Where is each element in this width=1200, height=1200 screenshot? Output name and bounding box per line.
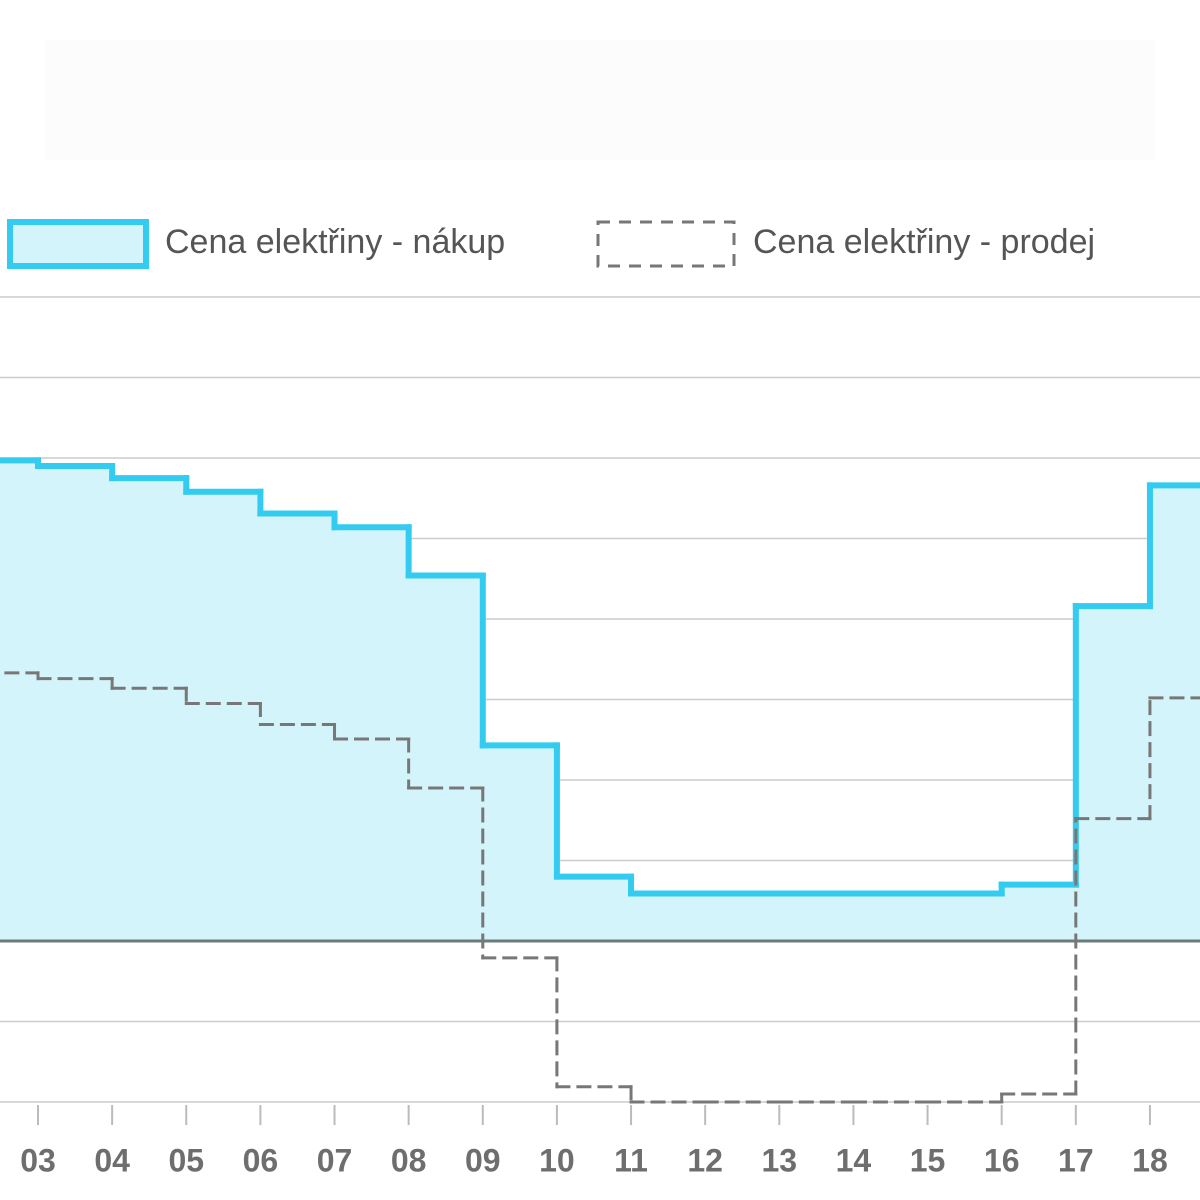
step-riser (36, 671, 1152, 1104)
x-tick-label: 10 (539, 1142, 575, 1178)
x-tick-label: 16 (984, 1142, 1020, 1178)
x-tick-label: 04 (94, 1142, 130, 1178)
area-step (334, 527, 410, 941)
area-step (705, 893, 780, 941)
legend-label: Cena elektřiny - prodej (753, 223, 1095, 261)
area-step (1149, 485, 1200, 941)
area-step (482, 745, 558, 941)
area-step (556, 876, 632, 941)
area-step (0, 460, 39, 941)
area-step (38, 466, 113, 941)
legend-label: Cena elektřiny - nákup (165, 223, 505, 261)
legend-swatch (596, 220, 736, 268)
area-step (408, 575, 484, 941)
header-band (45, 40, 1155, 160)
x-tick-label: 08 (391, 1142, 427, 1178)
area-step (112, 478, 187, 941)
x-tick-label: 13 (762, 1142, 798, 1178)
area-step (927, 893, 1003, 941)
x-tick-label: 15 (910, 1142, 946, 1178)
x-tick-label: 17 (1058, 1142, 1094, 1178)
area-step (853, 893, 929, 941)
x-tick-label: 14 (836, 1142, 872, 1178)
area-step (260, 513, 336, 941)
area-step (631, 893, 706, 941)
x-tick-label: 03 (20, 1142, 56, 1178)
area-step (186, 491, 261, 941)
x-tick-label: 06 (243, 1142, 279, 1178)
x-tick-label: 12 (687, 1142, 723, 1178)
x-tick-label: 11 (614, 1142, 648, 1178)
area-step (779, 893, 854, 941)
x-tick-label: 18 (1132, 1142, 1168, 1178)
x-tick-label: 09 (465, 1142, 501, 1178)
area-step (1075, 606, 1151, 941)
x-tick-label: 05 (168, 1142, 204, 1178)
x-tick-label: 07 (317, 1142, 353, 1178)
area-step (1001, 884, 1077, 941)
legend-swatch (7, 219, 149, 269)
